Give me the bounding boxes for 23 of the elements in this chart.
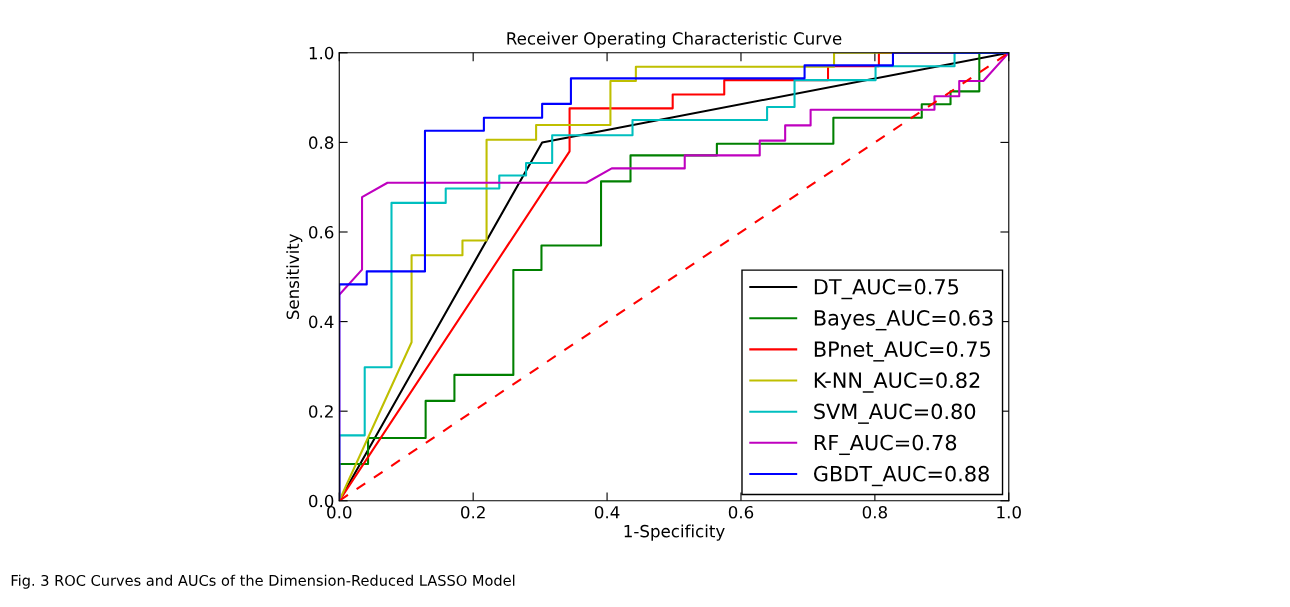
x-tick-label: 0.6 bbox=[728, 505, 754, 519]
chart-title: Receiver Operating Characteristic Curve bbox=[507, 31, 842, 48]
y-tick-label: 0.2 bbox=[309, 405, 333, 418]
legend-label: GBDT_AUC=0.88 bbox=[813, 465, 989, 487]
x-tick-label: 1.0 bbox=[997, 505, 1021, 519]
legend-label: Bayes_AUC=0.63 bbox=[814, 310, 993, 331]
x-axis-title: 1-Specificity bbox=[624, 524, 725, 541]
legend-label: DT_AUC=0.75 bbox=[814, 278, 959, 300]
legend-label: SVM_AUC=0.80 bbox=[814, 403, 976, 424]
x-tick-label: 0.2 bbox=[461, 505, 485, 519]
x-tick-label: 0.0 bbox=[327, 505, 352, 519]
y-tick-label: 0.0 bbox=[309, 494, 334, 508]
caption: Fig. 3 ROC Curves and AUCs of the Dimension-Reduced LASSO Model bbox=[11, 574, 515, 589]
legend-label: K-NN_AUC=0.82 bbox=[814, 372, 980, 393]
y-tick-label: 0.6 bbox=[309, 225, 334, 239]
y-tick-label: 0.4 bbox=[309, 315, 334, 329]
y-tick-label: 1.0 bbox=[309, 46, 334, 60]
x-tick-label: 0.8 bbox=[862, 505, 887, 519]
legend-label: RF_AUC=0.78 bbox=[814, 434, 957, 456]
legend-label: BPnet_AUC=0.75 bbox=[814, 341, 990, 362]
x-tick-label: 0.4 bbox=[594, 505, 620, 519]
y-tick-label: 0.8 bbox=[309, 136, 334, 149]
y-axis-title: Sensitivity bbox=[286, 233, 303, 320]
